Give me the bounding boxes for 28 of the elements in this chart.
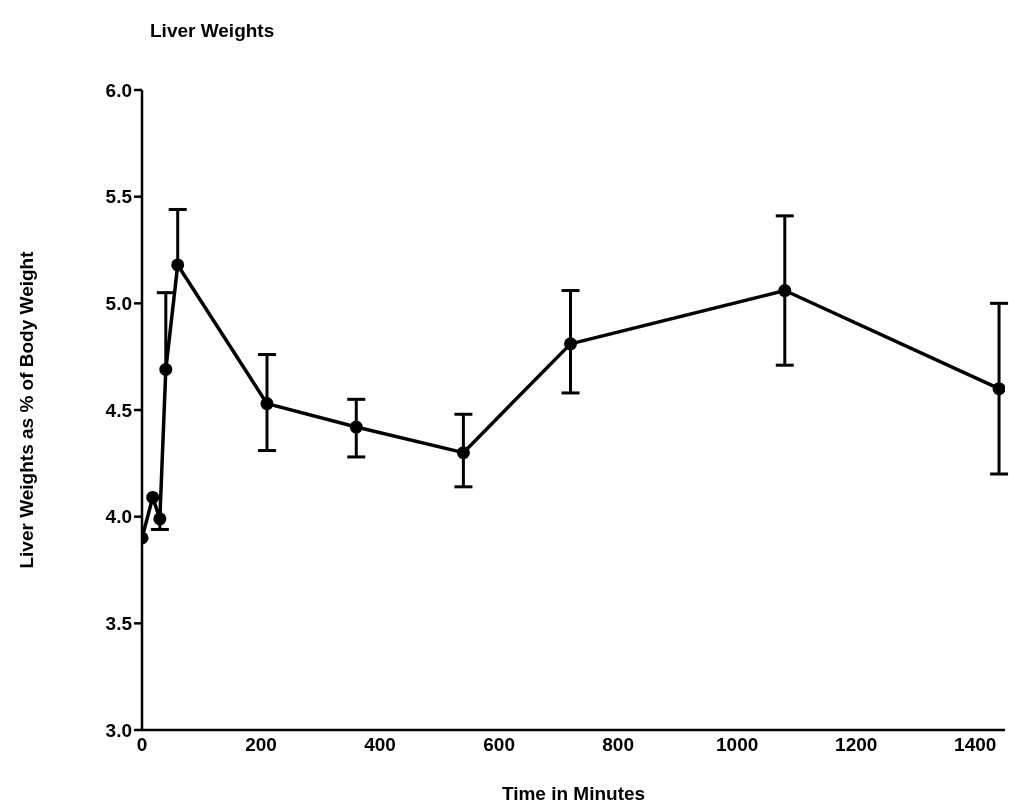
x-tick-label: 200	[245, 734, 277, 756]
point	[456, 446, 470, 460]
x-tick-label: 1200	[835, 734, 878, 756]
y-tick-label: 5.0	[105, 293, 132, 315]
y-tick-label: 3.0	[105, 719, 132, 741]
y-tick-label: 5.5	[105, 186, 133, 208]
point	[153, 512, 167, 526]
x-tick-label: 400	[364, 734, 396, 756]
y-tick-label: 4.0	[105, 506, 132, 528]
y-tick-label: 3.5	[105, 613, 133, 635]
point	[992, 382, 1005, 396]
x-tick-label: 0	[136, 734, 148, 756]
point	[564, 337, 578, 351]
x-tick-label: 600	[483, 734, 515, 756]
point	[146, 490, 160, 504]
chart-title: Liver Weights	[150, 20, 275, 42]
point	[159, 362, 173, 376]
x-tick-label: 800	[602, 734, 634, 756]
y-tick-label: 4.5	[105, 399, 133, 421]
y-tick-label: 6.0	[105, 79, 132, 101]
x-tick-label: 1400	[954, 734, 997, 756]
point	[171, 258, 185, 272]
y-axis-title: Liver Weights as % of Body Weight	[15, 250, 37, 569]
point	[349, 420, 363, 434]
x-axis-title: Time in Minutes	[501, 783, 646, 804]
x-tick-label: 1000	[716, 734, 759, 756]
point	[260, 397, 274, 411]
point	[778, 284, 792, 298]
